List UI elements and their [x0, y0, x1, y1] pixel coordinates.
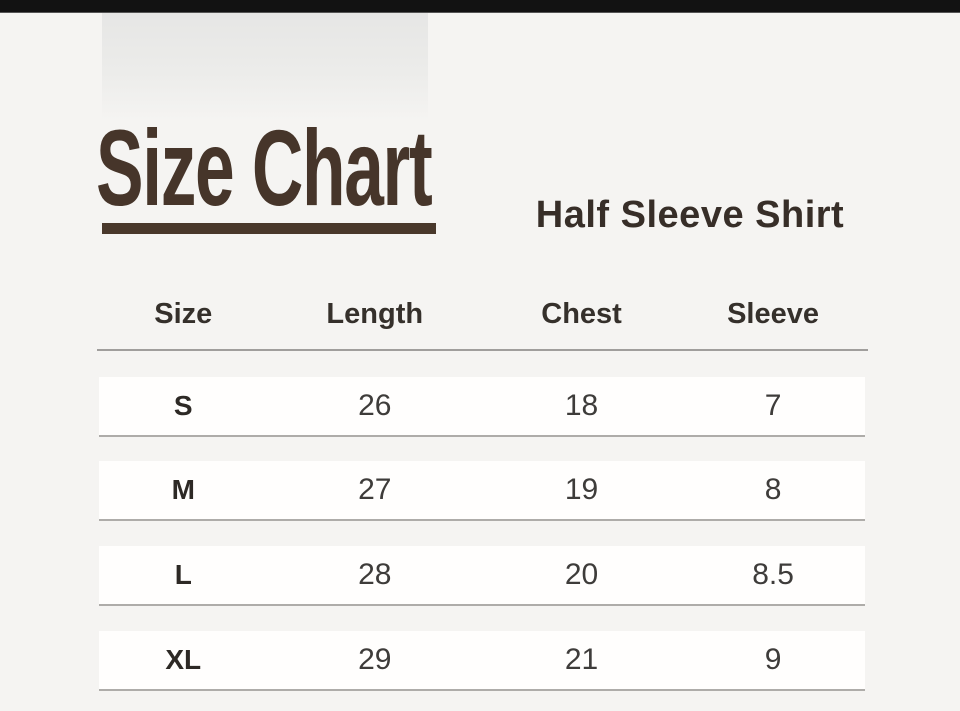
table-row: S 26 18 7 — [99, 377, 865, 437]
cell-chest: 21 — [564, 643, 599, 676]
header-cell-sleeve: Sleeve — [727, 297, 820, 330]
cell-chest: 20 — [564, 558, 599, 591]
cell-length: 29 — [358, 643, 392, 676]
size-table-header: Size Length Chest Sleeve — [99, 292, 865, 336]
top-black-bar — [0, 0, 960, 13]
cell-size: L — [174, 559, 192, 590]
table-header-rule — [97, 349, 868, 351]
title-highlight-panel — [102, 13, 428, 121]
cell-sleeve: 8.5 — [752, 558, 794, 591]
cell-sleeve: 9 — [764, 643, 782, 676]
product-subtitle: Half Sleeve Shirt — [535, 194, 845, 236]
cell-size: XL — [165, 644, 202, 675]
table-row: XL 29 21 9 — [99, 631, 865, 691]
title-underline — [102, 223, 436, 234]
page-title: Size Chart — [96, 107, 433, 228]
cell-chest: 18 — [564, 389, 599, 422]
cell-size: S — [173, 390, 193, 421]
cell-length: 27 — [358, 473, 392, 506]
cell-size: M — [171, 474, 195, 505]
cell-chest: 19 — [564, 473, 599, 506]
table-row: M 27 19 8 — [99, 461, 865, 521]
cell-sleeve: 7 — [764, 389, 782, 422]
cell-length: 28 — [358, 558, 392, 591]
cell-length: 26 — [358, 389, 392, 422]
header-cell-chest: Chest — [541, 297, 622, 330]
header-cell-length: Length — [326, 297, 424, 330]
cell-sleeve: 8 — [764, 473, 782, 506]
table-row: L 28 20 8.5 — [99, 546, 865, 606]
header-cell-size: Size — [154, 297, 213, 330]
